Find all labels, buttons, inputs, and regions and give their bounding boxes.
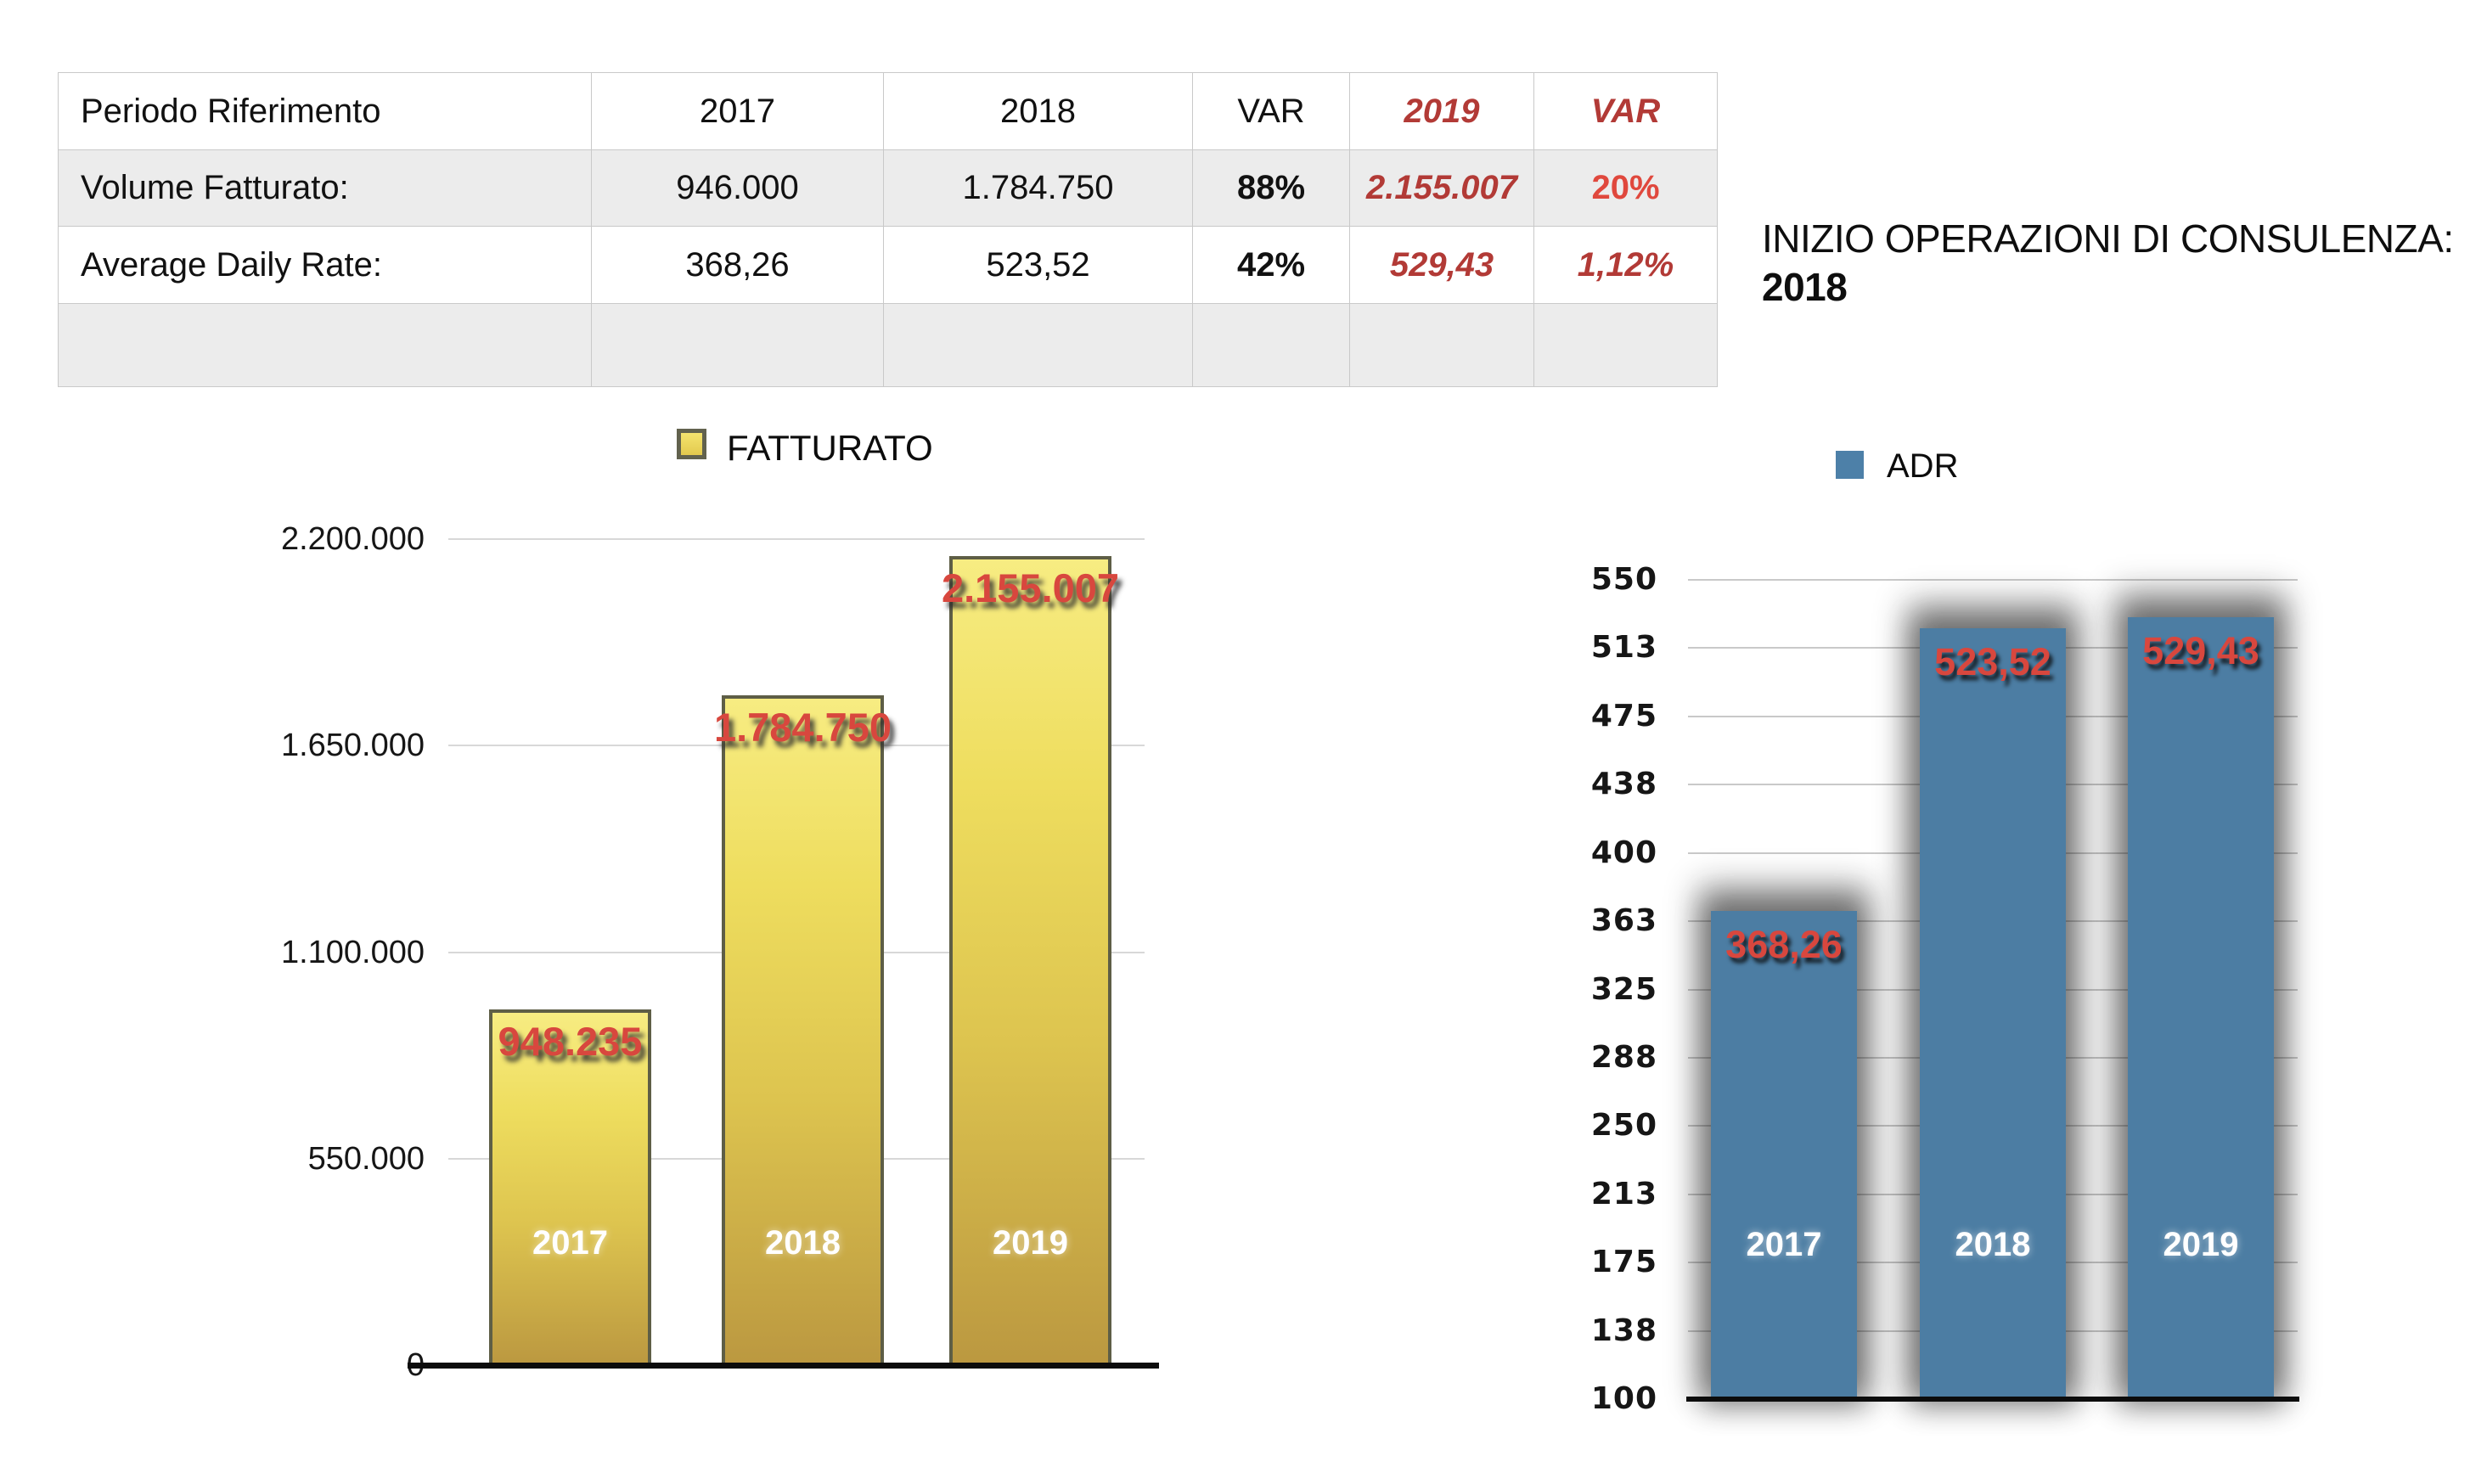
- bar-year-label: 2017: [532, 1224, 608, 1262]
- table-cell: [1192, 303, 1350, 387]
- adr-legend-label: ADR: [1887, 447, 1959, 485]
- bar: [489, 1009, 651, 1365]
- table-header-cell: Periodo Riferimento: [58, 72, 592, 150]
- gridline: [1688, 579, 2298, 581]
- gridline: [448, 538, 1145, 540]
- y-tick-label: 400: [1590, 835, 1657, 870]
- table-cell: 946.000: [591, 149, 884, 227]
- table-header-cell: 2017: [591, 72, 884, 150]
- table-header-cell: VAR: [1533, 72, 1718, 150]
- y-tick-label: 438: [1590, 767, 1657, 802]
- fatturato-legend-swatch: [677, 429, 706, 459]
- bar-value-label: 523,52: [1934, 639, 2051, 683]
- table-cell: 20%: [1533, 149, 1718, 227]
- table-cell: 1.784.750: [883, 149, 1193, 227]
- bar: [2128, 617, 2274, 1399]
- table-cell: 2.155.007: [1349, 149, 1534, 227]
- bar-year-label: 2018: [1955, 1226, 2031, 1263]
- y-tick-label: 550: [1590, 562, 1657, 597]
- y-tick-label: 213: [1590, 1176, 1657, 1211]
- table-header-cell: 2018: [883, 72, 1193, 150]
- table-cell: 529,43: [1349, 226, 1534, 304]
- table-cell: [1533, 303, 1718, 387]
- bar-value-label: 948.235: [498, 1018, 643, 1064]
- table-cell: Average Daily Rate:: [58, 226, 592, 304]
- bar: [1711, 910, 1857, 1399]
- table-cell: 88%: [1192, 149, 1350, 227]
- fatturato-legend-label: FATTURATO: [727, 428, 933, 468]
- x-axis-line: [1686, 1397, 2299, 1402]
- table-row: [58, 303, 1718, 387]
- bar: [722, 694, 884, 1365]
- bar-year-label: 2019: [2163, 1226, 2239, 1263]
- y-tick-label: 325: [1590, 971, 1657, 1007]
- consulting-note-line1: INIZIO OPERAZIONI DI CONSULENZA:: [1762, 216, 2454, 261]
- table-cell: 523,52: [883, 226, 1193, 304]
- y-tick-label: 550.000: [307, 1140, 425, 1177]
- bar-value-label: 2.155.007: [941, 565, 1120, 610]
- table-cell: [883, 303, 1193, 387]
- summary-table-body: Periodo Riferimento 2017 2018 VAR 2019 VAR Vol…: [58, 72, 1718, 387]
- y-tick-label: 475: [1590, 698, 1657, 734]
- table-header-cell: 2019: [1349, 72, 1534, 150]
- bar-value-label: 368,26: [1725, 922, 1843, 966]
- bar-value-label: 1.784.750: [713, 704, 892, 750]
- y-tick-label: 1.650.000: [280, 728, 425, 764]
- y-tick-label: 1.100.000: [280, 934, 425, 970]
- consulting-note-line2: 2018: [1762, 265, 1848, 310]
- bar: [1920, 627, 2066, 1399]
- table-row: Average Daily Rate: 368,26 523,52 42% 529,43…: [58, 226, 1718, 304]
- bar-year-label: 2017: [1746, 1226, 1822, 1263]
- table-cell: 42%: [1192, 226, 1350, 304]
- y-tick-label: 250: [1590, 1108, 1657, 1144]
- table-header-cell: VAR: [1192, 72, 1350, 150]
- table-cell: [1349, 303, 1534, 387]
- y-tick-label: 0: [170, 1345, 425, 1386]
- bar-year-label: 2019: [993, 1224, 1068, 1262]
- y-tick-label: 100: [1590, 1381, 1657, 1416]
- y-tick-label: 175: [1590, 1245, 1657, 1280]
- table-cell: 1,12%: [1533, 226, 1718, 304]
- bar-year-label: 2018: [765, 1224, 841, 1262]
- y-tick-label: 363: [1590, 903, 1657, 939]
- y-tick-label: 288: [1590, 1039, 1657, 1075]
- consulting-note: INIZIO OPERAZIONI DI CONSULENZA: 2018: [1762, 215, 2470, 312]
- y-tick-label: 513: [1590, 630, 1657, 666]
- x-axis-line: [408, 1363, 1159, 1369]
- table-cell: [591, 303, 884, 387]
- bar-value-label: 529,43: [2142, 629, 2259, 673]
- table-cell: [58, 303, 592, 387]
- bar: [949, 555, 1111, 1365]
- table-cell: Volume Fatturato:: [58, 149, 592, 227]
- table-row: Volume Fatturato: 946.000 1.784.750 88% 2.15…: [58, 149, 1718, 227]
- summary-table: Periodo Riferimento 2017 2018 VAR 2019 VAR Vol…: [58, 72, 1718, 387]
- table-cell: 368,26: [591, 226, 884, 304]
- y-tick-label: 2.200.000: [280, 521, 425, 557]
- adr-legend-swatch: [1836, 451, 1864, 479]
- y-tick-label: 138: [1590, 1313, 1657, 1348]
- table-header-row: Periodo Riferimento 2017 2018 VAR 2019 VAR: [58, 72, 1718, 150]
